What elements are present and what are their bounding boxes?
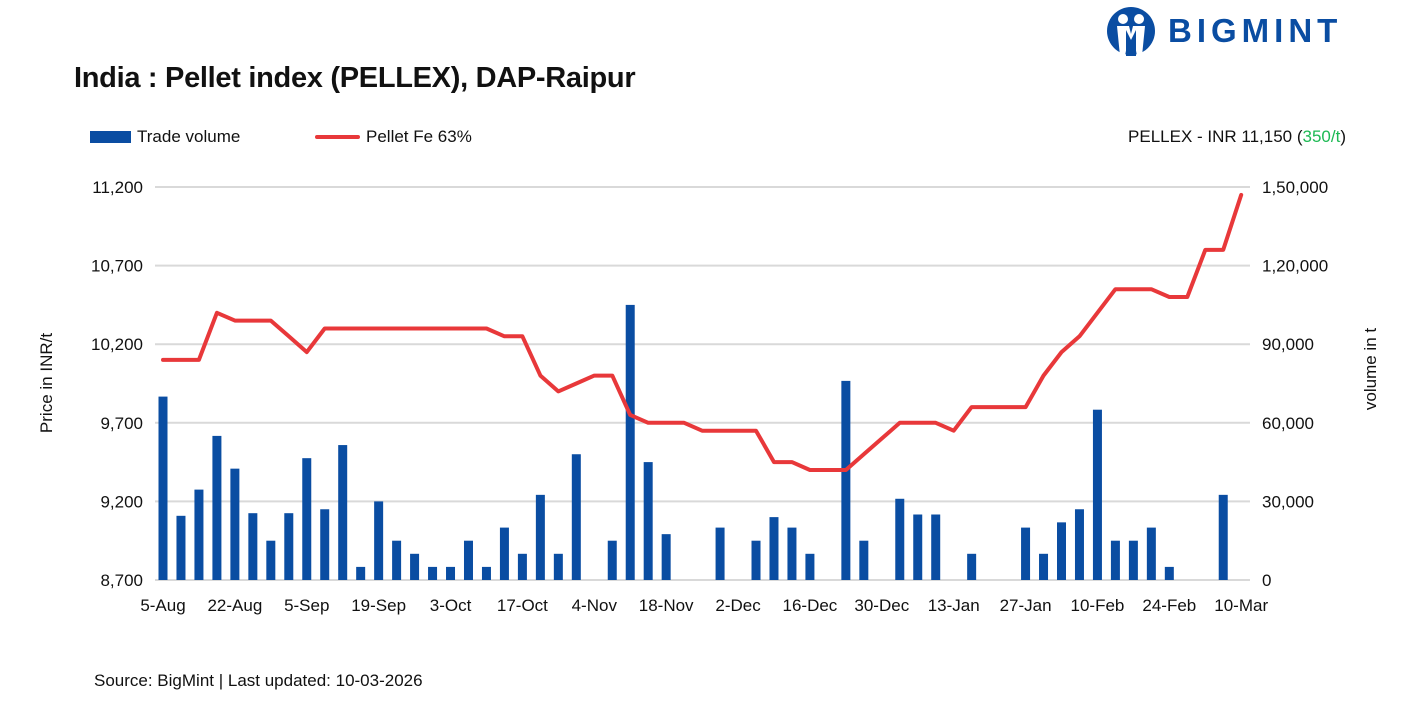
- volume-bar: [1057, 522, 1066, 580]
- y-axis-label: Price in INR/t: [37, 333, 56, 433]
- volume-bar: [446, 566, 456, 580]
- y2-tick-label: 0: [1262, 571, 1271, 590]
- legend-label: Pellet Fe 63%: [366, 127, 472, 146]
- logo-people-icon: [1107, 7, 1155, 56]
- x-tick-label: 16-Dec: [783, 596, 838, 615]
- y-tick-label: 11,200: [92, 178, 143, 197]
- pellex-summary: PELLEX - INR 11,150 (350/t): [1128, 127, 1346, 146]
- volume-bar: [841, 380, 851, 580]
- bigmint-logo: BIGMINT: [1106, 6, 1342, 56]
- x-tick-label: 10-Feb: [1071, 596, 1125, 615]
- y2-tick-label: 1,20,000: [1262, 257, 1328, 276]
- x-tick-label: 27-Jan: [1000, 596, 1052, 615]
- volume-bar: [499, 527, 509, 580]
- x-tick-label: 5-Aug: [140, 596, 185, 615]
- x-tick-label: 17-Oct: [497, 596, 548, 615]
- volume-bar: [553, 553, 563, 580]
- y2-tick-label: 30,000: [1262, 492, 1314, 511]
- y2-tick-label: 1,50,000: [1262, 178, 1328, 197]
- volume-bar: [715, 527, 725, 580]
- volume-bar: [176, 515, 186, 580]
- volume-bar: [481, 566, 491, 580]
- y-tick-label: 10,200: [91, 335, 143, 354]
- volume-bar: [1110, 540, 1120, 580]
- pellex-change: 350/t: [1302, 127, 1341, 146]
- volume-bar: [859, 540, 869, 580]
- x-tick-label: 24-Feb: [1142, 596, 1196, 615]
- x-tick-label: 10-Mar: [1214, 596, 1268, 615]
- brand-name: BIGMINT: [1168, 12, 1343, 49]
- x-tick-label: 3-Oct: [430, 596, 472, 615]
- x-tick-label: 18-Nov: [639, 596, 694, 615]
- volume-bar: [374, 501, 384, 580]
- volume-bar: [661, 534, 671, 580]
- volume-bar: [302, 458, 312, 580]
- volume-bar: [356, 566, 366, 580]
- x-tick-label: 4-Nov: [572, 596, 618, 615]
- y-tick-label: 9,700: [100, 414, 143, 433]
- pellex-price: PELLEX - INR 11,150: [1128, 127, 1293, 146]
- chart-title: India : Pellet index (PELLEX), DAP-Raipu…: [74, 62, 636, 94]
- x-tick-label: 5-Sep: [284, 596, 329, 615]
- x-tick-label: 22-Aug: [207, 596, 262, 615]
- volume-bar: [230, 468, 240, 580]
- legend-item-trade-volume: Trade volume: [90, 127, 240, 147]
- volume-bar: [967, 553, 977, 580]
- y2-tick-label: 60,000: [1262, 414, 1314, 433]
- volume-bar: [769, 517, 779, 580]
- volume-bar: [212, 435, 222, 580]
- volume-bar: [913, 514, 923, 580]
- volume-bar: [248, 513, 258, 580]
- line-swatch-icon: [315, 135, 360, 139]
- volume-bar: [1164, 566, 1174, 580]
- volume-bar: [392, 540, 402, 580]
- volume-bar: [751, 540, 761, 580]
- legend-label: Trade volume: [137, 127, 241, 146]
- volume-bar: [517, 553, 527, 580]
- x-tick-label: 30-Dec: [854, 596, 909, 615]
- volume-bar: [410, 553, 420, 580]
- volume-bar: [284, 513, 294, 580]
- y-tick-label: 8,700: [100, 571, 143, 590]
- volume-bar: [625, 304, 635, 580]
- volume-bar: [1092, 409, 1102, 580]
- volume-bar: [1039, 553, 1049, 580]
- volume-bar: [571, 454, 581, 580]
- volume-bar: [158, 396, 168, 580]
- volume-bar: [805, 553, 815, 580]
- volume-bar: [535, 494, 545, 580]
- volume-bar: [643, 462, 653, 580]
- legend-item-pellet: Pellet Fe 63%: [315, 127, 472, 147]
- volume-bar: [194, 489, 204, 580]
- volume-bar: [338, 445, 348, 580]
- volume-bar: [1146, 527, 1156, 580]
- volume-bar: [1128, 540, 1138, 580]
- x-tick-label: 19-Sep: [351, 596, 406, 615]
- source-note: Source: BigMint | Last updated: 10-03-20…: [94, 671, 423, 690]
- volume-bar: [607, 540, 617, 580]
- x-tick-label: 13-Jan: [928, 596, 980, 615]
- volume-bar: [266, 540, 276, 580]
- volume-bar: [931, 514, 941, 580]
- y-tick-label: 10,700: [91, 257, 143, 276]
- volume-bar: [1074, 509, 1084, 580]
- volume-bar: [895, 498, 905, 580]
- volume-bar: [1021, 527, 1031, 580]
- volume-bar: [428, 566, 438, 580]
- x-tick-label: 2-Dec: [715, 596, 761, 615]
- bar-swatch-icon: [90, 131, 131, 143]
- volume-bar: [1218, 494, 1228, 580]
- y-tick-label: 9,200: [100, 492, 143, 511]
- pellet-price-line: [161, 192, 1244, 472]
- volume-bar: [320, 509, 330, 580]
- y2-axis-label: volume in t: [1361, 328, 1380, 410]
- y2-tick-label: 90,000: [1262, 335, 1314, 354]
- volume-bar: [463, 540, 473, 580]
- volume-bar: [787, 527, 797, 580]
